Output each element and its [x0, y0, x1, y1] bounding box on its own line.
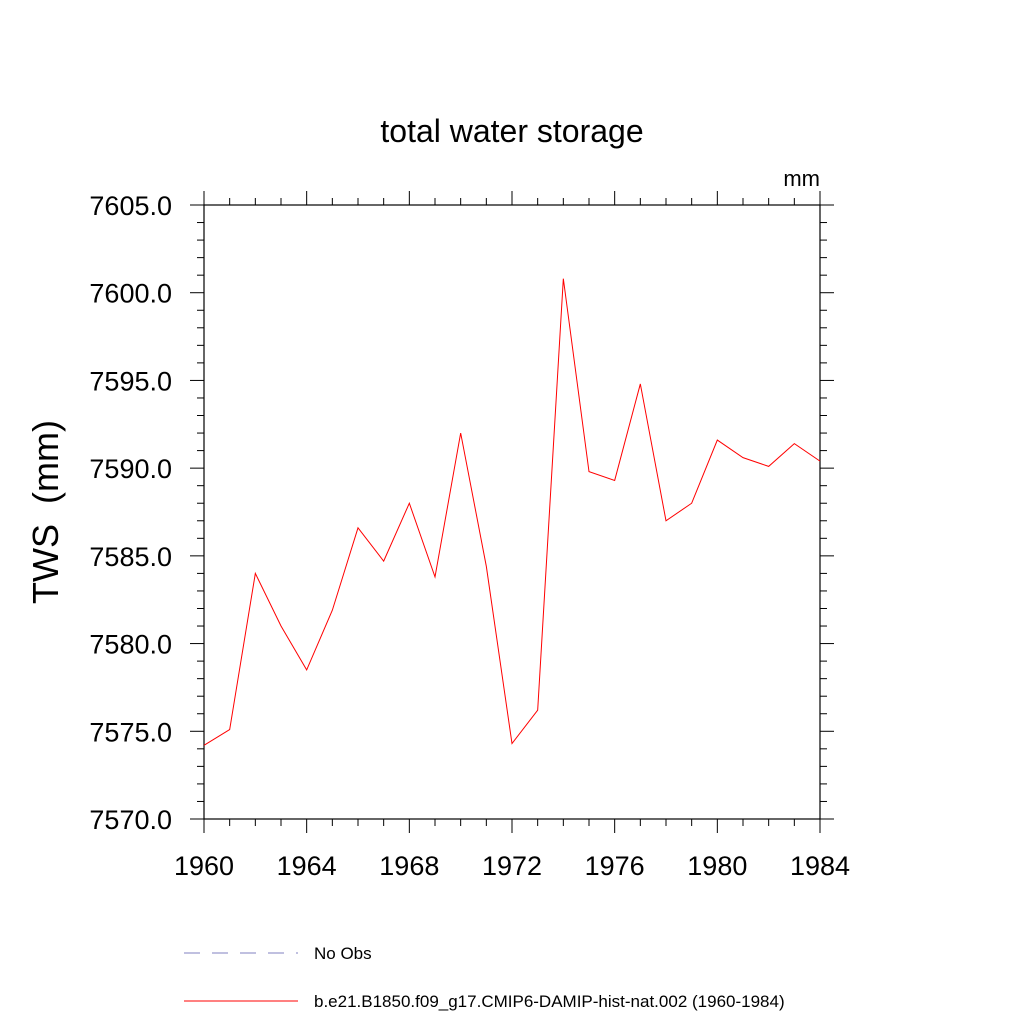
y-tick-labels: 7570.0 7575.0 7580.0 7585.0 7590.0 7595.0 7600…: [89, 191, 172, 835]
x-tick-label: 1972: [482, 851, 542, 881]
x-tick-label: 1968: [379, 851, 439, 881]
legend: No Obs b.e21.B1850.f09_g17.CMIP6-DAMIP-h…: [184, 944, 785, 1011]
y-tick-label: 7595.0: [89, 366, 172, 396]
series-line-0: [203, 278, 821, 746]
y-tick-label: 7575.0: [89, 717, 172, 747]
units-label: mm: [783, 166, 820, 191]
x-tick-label: 1984: [790, 851, 850, 881]
x-tick-label: 1980: [687, 851, 747, 881]
axis-ticks: [190, 191, 834, 833]
x-tick-label: 1964: [277, 851, 337, 881]
legend-label-no-obs: No Obs: [314, 944, 372, 963]
y-tick-label: 7605.0: [89, 191, 172, 221]
legend-label-model: b.e21.B1850.f09_g17.CMIP6-DAMIP-hist-nat…: [314, 992, 785, 1011]
x-tick-label: 1960: [174, 851, 234, 881]
y-tick-label: 7585.0: [89, 542, 172, 572]
y-tick-label: 7590.0: [89, 454, 172, 484]
plot-frame: [203, 204, 821, 820]
series-layer: [203, 278, 821, 746]
x-tick-labels: 1960 1964 1968 1972 1976 1980 1984: [174, 851, 850, 881]
y-tick-label: 7580.0: [89, 630, 172, 660]
y-tick-label: 7570.0: [89, 805, 172, 835]
y-tick-label: 7600.0: [89, 279, 172, 309]
x-tick-label: 1976: [585, 851, 645, 881]
chart-title: total water storage: [380, 113, 643, 149]
y-axis-label: TWS (mm): [25, 420, 66, 604]
